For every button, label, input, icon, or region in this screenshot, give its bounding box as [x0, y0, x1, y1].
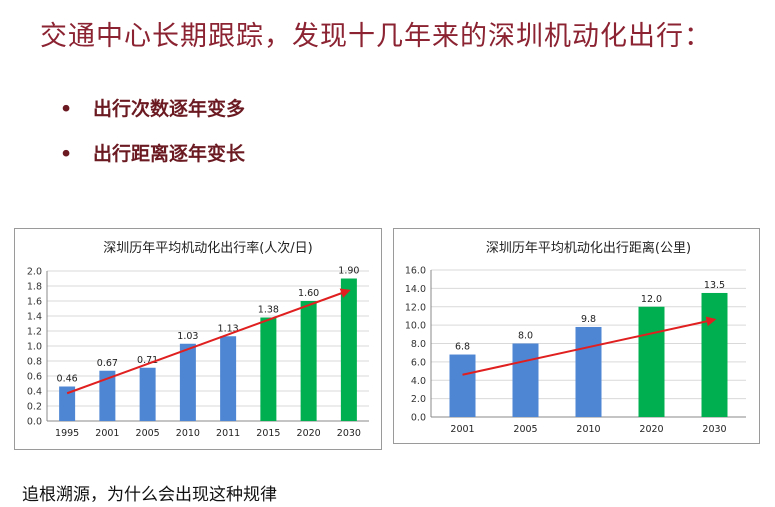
- x-tick-label: 2005: [513, 424, 537, 435]
- data-label: 9.8: [581, 314, 596, 325]
- data-label: 1.13: [218, 323, 239, 334]
- y-tick-label: 0.2: [27, 402, 42, 413]
- chart-title: 深圳历年平均机动化出行率(人次/日): [103, 240, 313, 256]
- slide-title: 交通中心长期跟踪，发现十几年来的深圳机动化出行：: [40, 21, 712, 52]
- y-tick-label: 12.0: [405, 302, 426, 313]
- y-tick-label: 1.6: [27, 297, 42, 308]
- x-tick-label: 2011: [216, 428, 240, 439]
- bar: [512, 343, 539, 417]
- trend-arrow: [66, 288, 351, 395]
- y-tick-label: 14.0: [405, 284, 426, 295]
- bullet-marker: •: [60, 98, 73, 120]
- bar: [260, 317, 277, 421]
- footer-text: 追根溯源，为什么会出现这种规律: [22, 485, 277, 505]
- trend-arrow: [462, 316, 717, 376]
- y-tick-label: 16.0: [405, 266, 426, 277]
- data-label: 8.0: [518, 331, 533, 342]
- x-tick-label: 2030: [702, 424, 726, 435]
- bar: [701, 292, 728, 417]
- y-tick-label: 2.0: [411, 394, 426, 405]
- bar: [575, 326, 602, 417]
- bar: [179, 343, 196, 421]
- x-tick-label: 2015: [256, 428, 280, 439]
- data-label: 1.90: [338, 266, 359, 277]
- bullet-item-trip-distance: • 出行距离逐年变长: [60, 139, 245, 184]
- data-label: 12.0: [641, 294, 662, 305]
- x-tick-label: 2010: [576, 424, 600, 435]
- bar: [139, 367, 156, 421]
- x-tick-label: 2005: [136, 428, 160, 439]
- bullet-list: • 出行次数逐年变多 • 出行距离逐年变长: [60, 94, 245, 184]
- trip-rate-chart-svg: 深圳历年平均机动化出行率(人次/日) 0.0 0.2 0.4 0.6 0.8 1.0 1.2 1…: [27, 240, 369, 439]
- bar: [99, 370, 116, 421]
- y-tick-label: 6.0: [411, 357, 426, 368]
- x-tick-label: 2001: [450, 424, 474, 435]
- data-label: 13.5: [704, 280, 725, 291]
- bullet-marker: •: [60, 143, 73, 165]
- y-tick-label: 10.0: [405, 321, 426, 332]
- bar: [340, 278, 357, 421]
- y-tick-label: 1.0: [27, 342, 42, 353]
- y-tick-label: 1.8: [27, 282, 42, 293]
- x-tick-label: 2020: [639, 424, 663, 435]
- data-label: 0.46: [57, 374, 78, 385]
- trip-rate-chart: 深圳历年平均机动化出行率(人次/日) 0.0 0.2 0.4 0.6 0.8 1.0 1.2 1…: [14, 228, 382, 450]
- y-tick-label: 0.0: [411, 413, 426, 424]
- bullet-item-trip-count: • 出行次数逐年变多: [60, 94, 245, 139]
- chart-title: 深圳历年平均机动化出行距离(公里): [486, 240, 691, 256]
- x-tick-label: 2030: [337, 428, 361, 439]
- x-tick-label: 1995: [55, 428, 79, 439]
- bar: [59, 386, 76, 421]
- y-tick-label: 0.0: [27, 417, 42, 428]
- data-label: 1.60: [298, 288, 319, 299]
- y-tick-label: 2.0: [27, 267, 42, 278]
- y-tick-label: 8.0: [411, 339, 426, 350]
- y-tick-label: 1.4: [27, 312, 42, 323]
- bar: [300, 301, 317, 421]
- bar: [220, 336, 237, 421]
- data-label: 1.03: [177, 331, 198, 342]
- x-tick-label: 2010: [176, 428, 200, 439]
- bar: [638, 306, 665, 417]
- y-tick-label: 0.8: [27, 357, 42, 368]
- data-label: 1.38: [258, 305, 279, 316]
- y-tick-label: 0.4: [27, 387, 42, 398]
- trip-distance-chart-svg: 深圳历年平均机动化出行距离(公里) 0.0 2.0 4.0 6.0 8.0 10.0 12.0…: [405, 240, 746, 435]
- bullet-text: 出行距离逐年变长: [93, 143, 246, 165]
- trip-distance-chart: 深圳历年平均机动化出行距离(公里) 0.0 2.0 4.0 6.0 8.0 10.0 12.0…: [393, 228, 760, 444]
- y-tick-label: 0.6: [27, 372, 42, 383]
- y-tick-label: 1.2: [27, 327, 42, 338]
- data-label: 0.71: [137, 355, 158, 366]
- data-label: 0.67: [97, 358, 118, 369]
- x-tick-label: 2020: [297, 428, 321, 439]
- y-tick-label: 4.0: [411, 376, 426, 387]
- bullet-text: 出行次数逐年变多: [93, 98, 246, 120]
- data-label: 6.8: [455, 342, 470, 353]
- x-tick-label: 2001: [95, 428, 119, 439]
- bar: [449, 354, 476, 417]
